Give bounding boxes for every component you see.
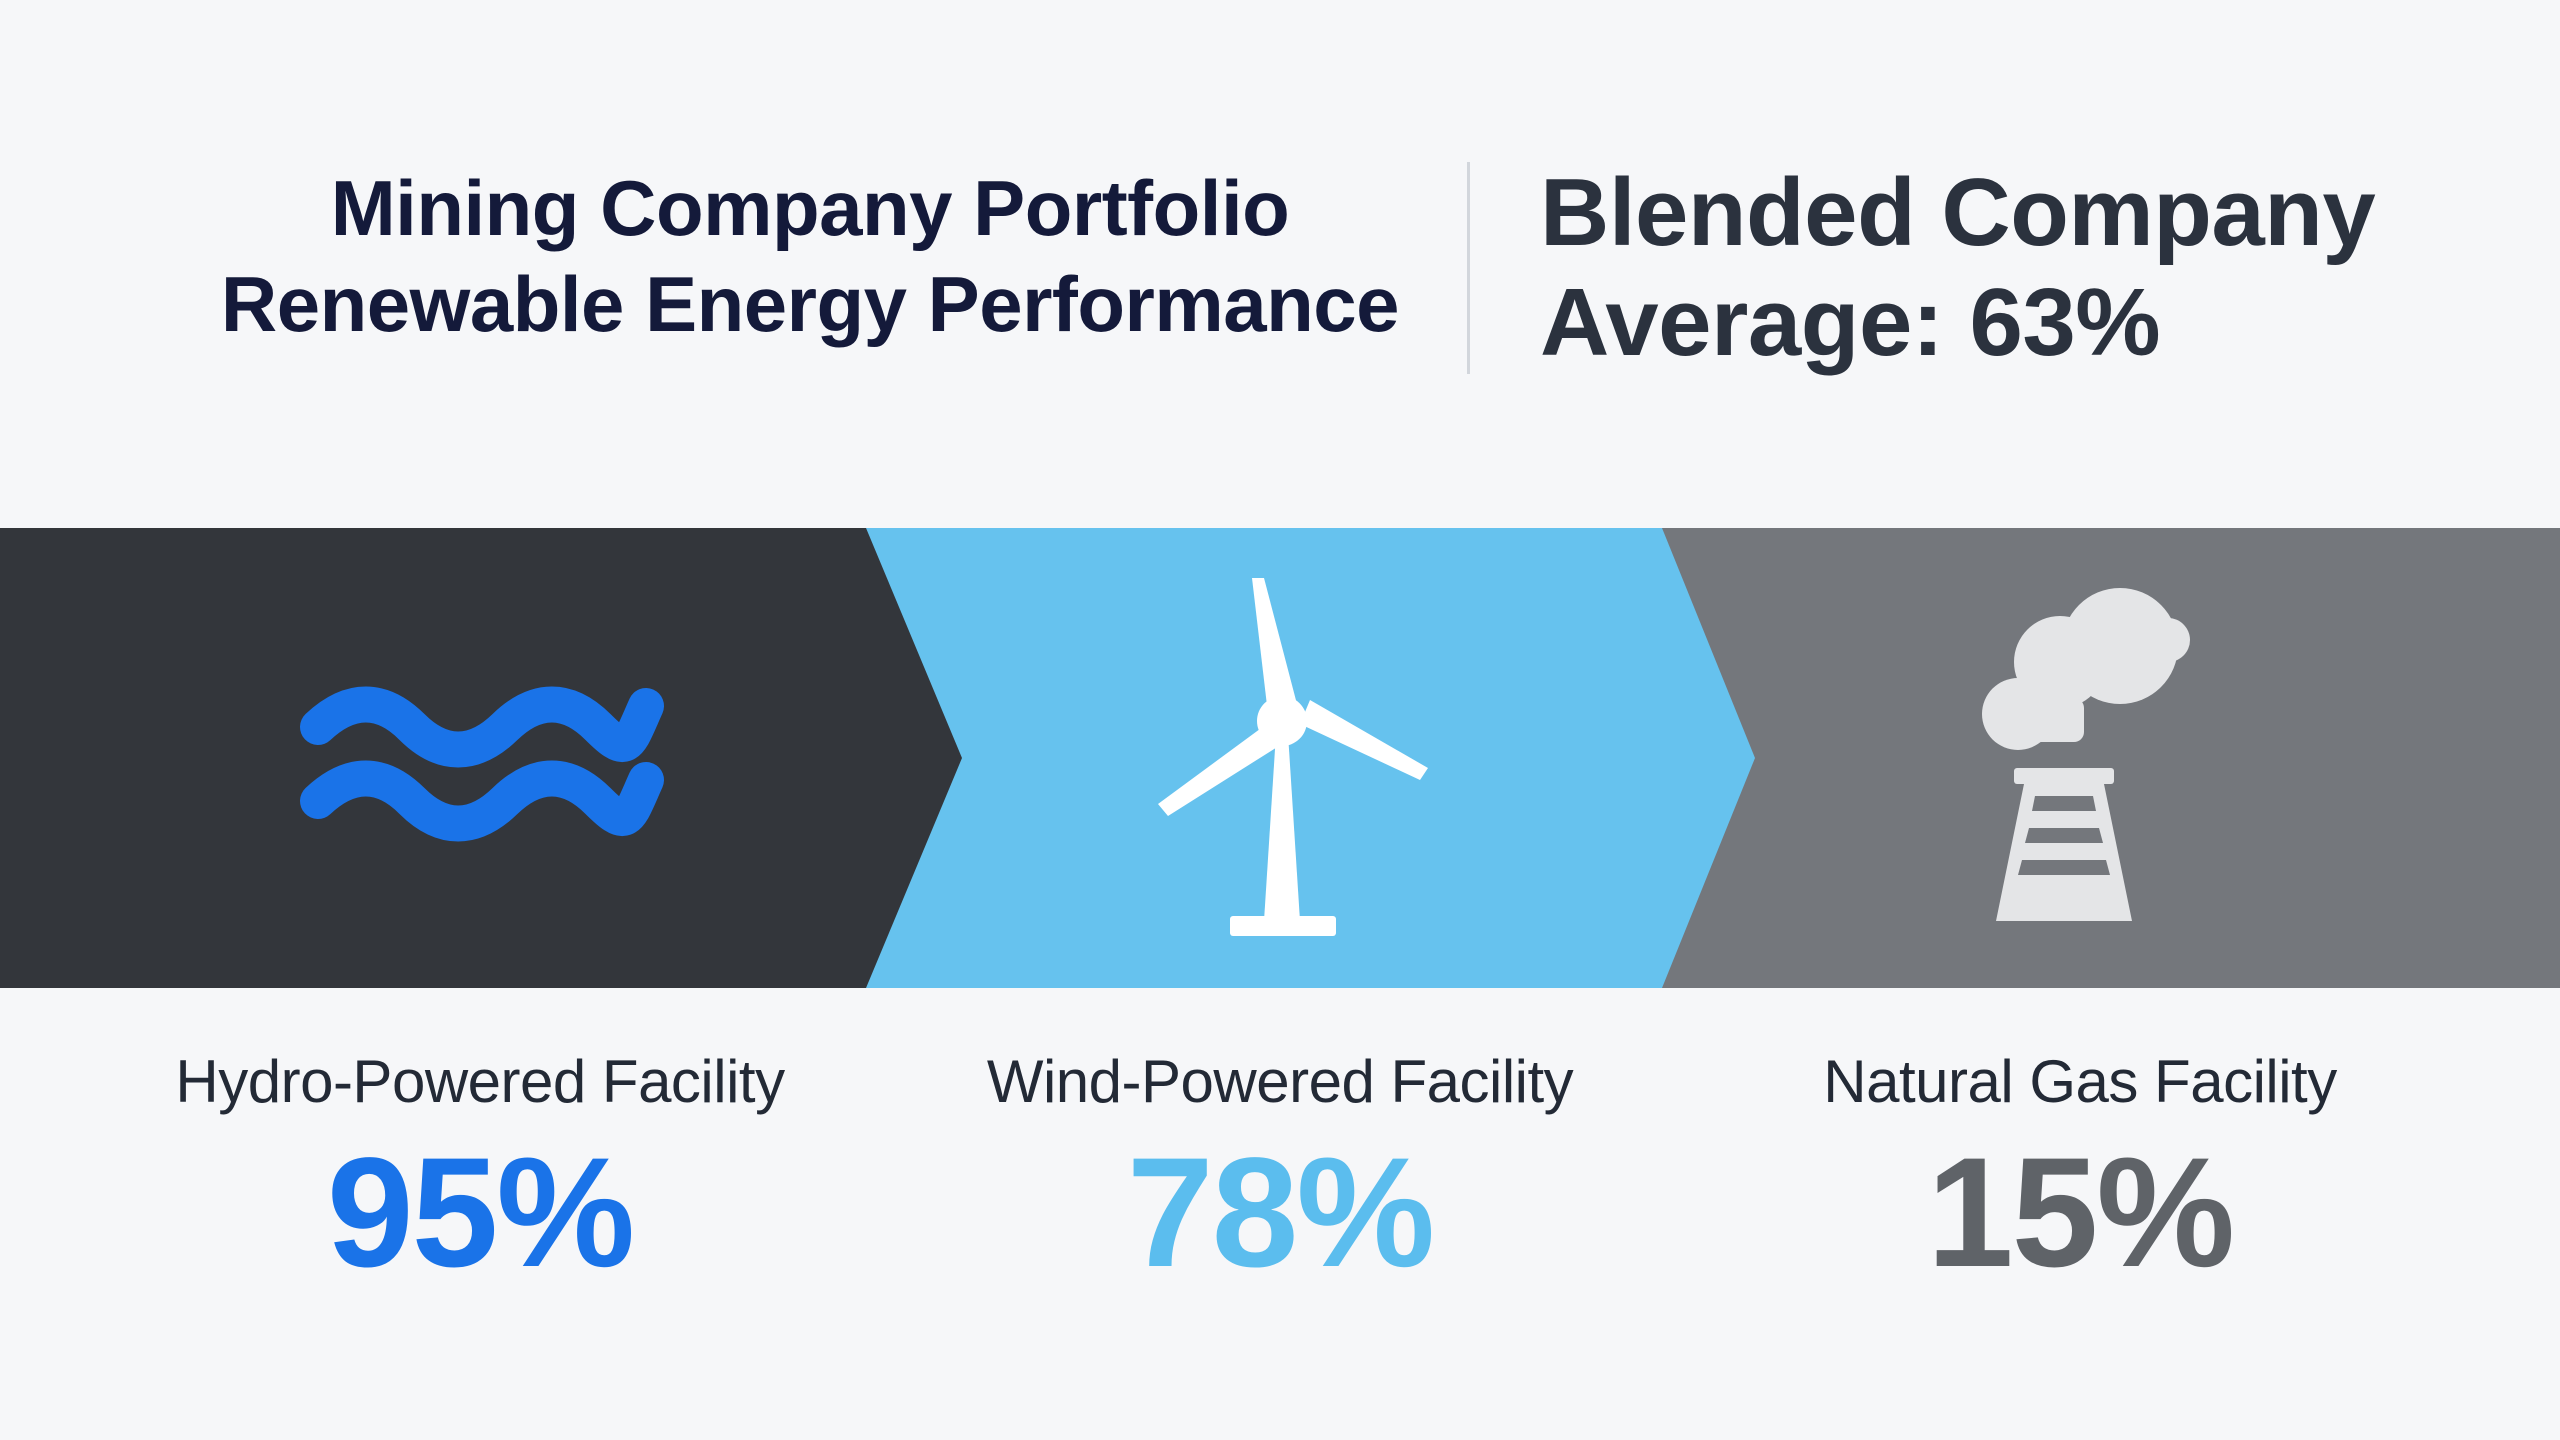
facility-band [0,528,2560,988]
header-divider [1467,162,1470,374]
hydro-facility-label: Hydro-Powered Facility [175,1048,785,1115]
hydro-facility-value: 95% [326,1126,635,1300]
page-title: Mining Company Portfolio Renewable Energ… [110,160,1510,352]
facility-band-graphic [0,528,2560,988]
wind-facility-value: 78% [1126,1126,1435,1300]
blended-line-2: Average: 63% [1540,269,2161,376]
title-line-1: Mining Company Portfolio [330,164,1290,252]
gas-facility-label: Natural Gas Facility [1823,1048,2337,1115]
wind-facility-label: Wind-Powered Facility [986,1048,1574,1115]
gas-plant-icon [1982,588,2190,921]
gas-facility-value: 15% [1926,1126,2235,1300]
blended-line-1: Blended Company [1540,159,2376,266]
wind-turbine-icon [1158,578,1428,936]
title-line-2: Renewable Energy Performance [220,260,1400,348]
blended-average: Blended Company Average: 63% [1540,158,2520,378]
water-waves-icon [300,686,664,842]
